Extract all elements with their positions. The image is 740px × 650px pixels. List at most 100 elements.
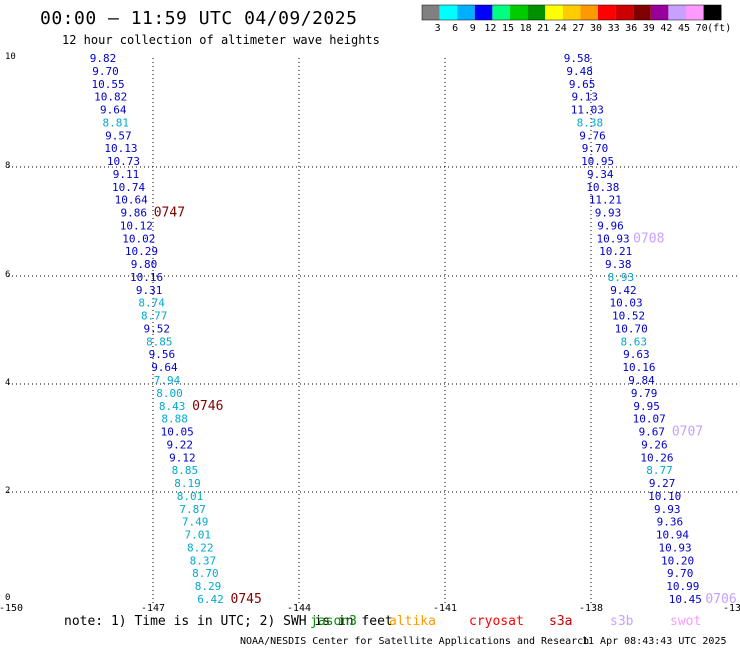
x-tick-label: -141 (433, 603, 457, 614)
pass-time-label: 0745 (231, 592, 262, 607)
wave-height-value: 9.36 (657, 516, 684, 529)
color-legend: 3 6 9 12 15 18 21 24 27 30 33 36 39 42 45 70 (ft) (421, 4, 731, 34)
legend-swatch (598, 5, 616, 20)
wave-height-value: 10.26 (640, 451, 673, 464)
wave-height-value: 10.13 (104, 142, 137, 155)
wave-height-value: 9.70 (667, 567, 694, 580)
wave-height-value: 10.10 (648, 490, 681, 503)
wave-height-value: 9.64 (100, 104, 127, 117)
legend-label: 27 (572, 23, 584, 34)
legend-label: 21 (537, 23, 549, 34)
wave-height-value: 10.82 (94, 91, 127, 104)
wave-height-value: 9.86 (120, 207, 147, 220)
wave-height-value: 10.52 (612, 310, 645, 323)
legend-swatch (668, 5, 686, 20)
x-tick-label: -150 (0, 603, 23, 614)
legend-label: 6 (452, 23, 458, 34)
x-tick-label: -144 (287, 603, 311, 614)
legend-label: 70 (696, 23, 708, 34)
footer-credit: NOAA/NESDIS Center for Satellite Applica… (240, 636, 589, 647)
wave-height-value: 9.56 (149, 348, 176, 361)
wave-height-value: 8.74 (138, 297, 165, 310)
wave-height-value: 10.02 (122, 232, 155, 245)
legend-swatch (580, 5, 598, 20)
legend-swatch (492, 5, 510, 20)
wave-height-value: 9.79 (631, 387, 658, 400)
wave-height-value: 10.29 (125, 245, 158, 258)
wave-height-value: 9.42 (610, 284, 637, 297)
wave-height-value: 8.37 (190, 554, 217, 567)
wave-height-value: 10.93 (658, 541, 691, 554)
wave-height-value: 9.22 (167, 438, 194, 451)
wave-height-value: 8.63 (621, 335, 648, 348)
wave-height-value: 7.87 (179, 503, 206, 516)
legend-label: 45 (678, 23, 690, 34)
wave-height-value: 9.93 (595, 207, 622, 220)
pass-time-label: 0746 (192, 399, 223, 414)
wave-height-value: 10.55 (92, 78, 125, 91)
legend-label: 12 (484, 23, 496, 34)
legend-label: 30 (590, 23, 602, 34)
wave-height-value: 9.38 (605, 258, 632, 271)
legend-label: 24 (555, 23, 567, 34)
wave-height-value: 9.95 (633, 400, 660, 413)
wave-height-value: 9.58 (564, 52, 591, 65)
wave-height-value: 9.31 (136, 284, 163, 297)
wave-height-value: 10.45 (669, 593, 702, 606)
legend-label: 3 (435, 23, 441, 34)
wave-height-value: 11.03 (571, 104, 604, 117)
wave-height-value: 10.03 (609, 297, 642, 310)
footer-timestamp: 11 Apr 08:43:43 UTC 2025 (582, 636, 727, 647)
satellite-label-swot: swot (670, 614, 701, 629)
wave-height-value: 10.21 (599, 245, 632, 258)
wave-height-value: 8.85 (146, 335, 173, 348)
wave-height-value: 9.65 (569, 78, 596, 91)
legend-swatch (457, 5, 475, 20)
y-tick-label: 4 (5, 378, 10, 388)
x-tick-label: -13 (723, 603, 740, 614)
note-text: note: 1) Time is in UTC; 2) SWH is in fe… (64, 614, 393, 629)
wave-height-value: 10.94 (656, 529, 689, 542)
legend-frame (421, 4, 722, 21)
y-tick-label: 8 (5, 161, 10, 171)
y-tick-label: 0 (5, 593, 10, 603)
legend-swatch (633, 5, 651, 20)
wave-height-value: 9.48 (566, 65, 593, 78)
wave-height-value: 10.38 (586, 181, 619, 194)
wave-height-value: 10.16 (130, 271, 163, 284)
wave-height-value: 9.12 (169, 451, 196, 464)
wave-height-value: 9.67 (639, 426, 666, 439)
wave-height-value: 9.52 (144, 322, 171, 335)
wave-height-value: 8.22 (187, 541, 214, 554)
wave-height-value: 8.38 (577, 116, 604, 129)
legend-swatch (474, 5, 493, 20)
map-title: 00:00 – 11:59 UTC 04/09/2025 (40, 8, 358, 29)
wave-height-value: 9.93 (654, 503, 681, 516)
note-line: note: 1) Time is in UTC; 2) SWH is in fe… (64, 614, 701, 629)
x-axis-tick-labels: -150 -147 -144 -141 -138 -13 (0, 603, 740, 614)
wave-height-value: 9.34 (587, 168, 614, 181)
altimeter-track-left: 9.829.7010.5510.829.648.819.5710.1310.73… (90, 52, 262, 607)
wave-height-value: 10.16 (622, 361, 655, 374)
wave-height-value: 9.26 (641, 438, 668, 451)
satellite-label-jason3: jason3 (310, 614, 357, 629)
wave-height-value: 8.85 (172, 464, 199, 477)
wave-height-value: 9.80 (131, 258, 158, 271)
y-axis-tick-labels: 10 8 6 4 2 0 (5, 52, 16, 603)
wave-height-value: 9.13 (571, 91, 598, 104)
wave-height-value: 9.96 (597, 219, 624, 232)
satellite-label-altika: altika (389, 614, 436, 629)
wave-height-value: 9.70 (582, 142, 609, 155)
altimeter-track-right: 9.589.489.659.1311.038.389.769.7010.959.… (564, 52, 737, 607)
pass-time-label: 0708 (633, 231, 664, 246)
wave-height-value: 9.76 (579, 129, 606, 142)
wave-height-value: 9.70 (92, 65, 119, 78)
legend-swatch (650, 5, 669, 20)
x-tick-label: -147 (141, 603, 165, 614)
wave-height-value: 8.88 (161, 413, 188, 426)
legend-swatch (562, 5, 581, 20)
wave-height-value: 10.07 (633, 413, 666, 426)
pass-time-label: 0707 (672, 425, 703, 440)
